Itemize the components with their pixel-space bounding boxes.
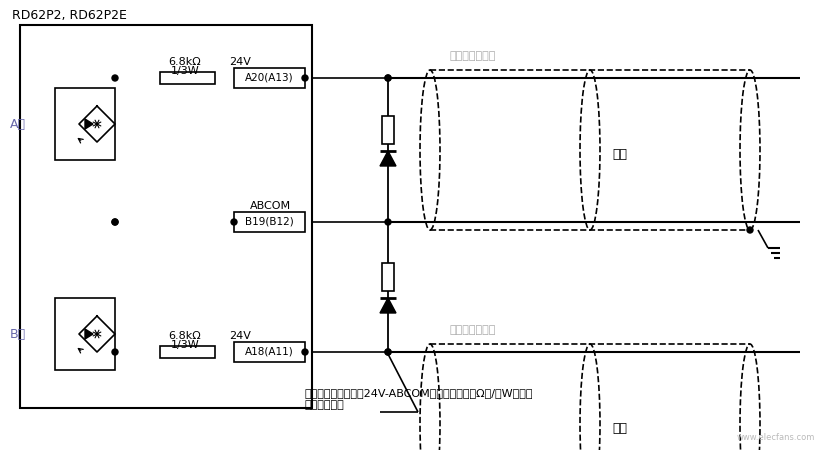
Text: B相: B相: [10, 328, 26, 341]
Circle shape: [385, 75, 391, 81]
Circle shape: [302, 75, 308, 81]
Text: 24V: 24V: [229, 57, 251, 67]
Text: 6.8kΩ: 6.8kΩ: [169, 57, 202, 67]
Bar: [55, 88, 115, 160]
Bar: [55, 298, 115, 370]
Bar: [160, 72, 215, 84]
Polygon shape: [85, 329, 93, 339]
Circle shape: [385, 349, 391, 355]
Text: 屏蔽: 屏蔽: [612, 423, 627, 436]
Circle shape: [112, 219, 118, 225]
Polygon shape: [380, 151, 396, 166]
Polygon shape: [380, 298, 396, 313]
Circle shape: [747, 227, 753, 233]
Circle shape: [385, 349, 391, 355]
Text: 1/3W: 1/3W: [170, 66, 199, 76]
Circle shape: [112, 75, 118, 81]
Circle shape: [112, 349, 118, 355]
Text: A20(A13): A20(A13): [244, 73, 293, 83]
Circle shape: [302, 349, 308, 355]
Circle shape: [231, 219, 237, 225]
Bar: [234, 68, 305, 88]
Text: 6.8kΩ: 6.8kΩ: [169, 331, 202, 341]
Bar: [20, 25, 312, 408]
Text: www.elecfans.com: www.elecfans.com: [737, 433, 815, 442]
Text: 24V: 24V: [229, 331, 251, 341]
Text: A相: A相: [10, 117, 26, 130]
Text: 屏蔽: 屏蔽: [612, 148, 627, 162]
Text: 带屏蔽双给电缆: 带屏蔽双给电缆: [450, 51, 496, 61]
Circle shape: [385, 75, 391, 81]
Bar: [382, 116, 394, 144]
Circle shape: [385, 219, 391, 225]
Text: B19(B12): B19(B12): [244, 217, 293, 227]
Text: 的虚拟电阔。: 的虚拟电阔。: [305, 400, 345, 410]
Text: 1/3W: 1/3W: [170, 340, 199, 350]
Text: 脉冲输入端子之间（24V-ABCOM之间）添加数百Ω（/数W）程度: 脉冲输入端子之间（24V-ABCOM之间）添加数百Ω（/数W）程度: [305, 388, 533, 398]
Bar: [234, 342, 305, 362]
Bar: [160, 346, 215, 358]
Bar: [382, 263, 394, 291]
Circle shape: [112, 219, 118, 225]
Text: RD62P2, RD62P2E: RD62P2, RD62P2E: [12, 9, 127, 22]
Polygon shape: [85, 119, 93, 129]
Text: ABCOM: ABCOM: [249, 201, 291, 211]
Text: A18(A11): A18(A11): [244, 347, 293, 357]
Text: 带屏蔽双给电缆: 带屏蔽双给电缆: [450, 325, 496, 335]
Bar: [234, 212, 305, 232]
